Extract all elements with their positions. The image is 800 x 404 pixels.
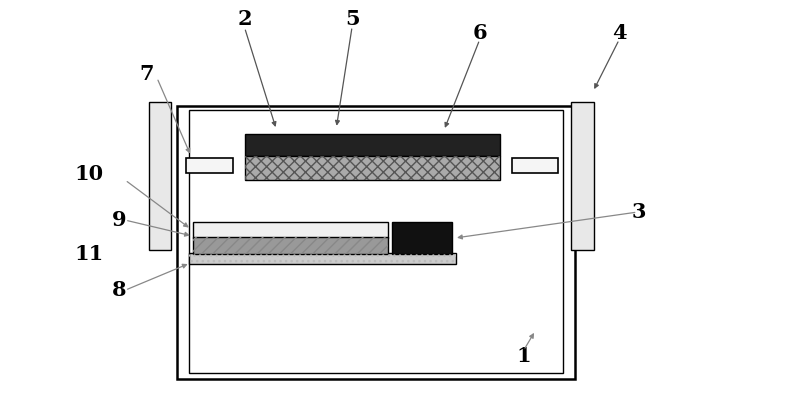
- Bar: [245, 134, 500, 156]
- Bar: [189, 253, 456, 264]
- Bar: [186, 158, 233, 173]
- Bar: [189, 253, 456, 264]
- Text: 4: 4: [612, 23, 626, 44]
- Bar: [193, 237, 388, 254]
- Text: 5: 5: [345, 9, 359, 29]
- Text: 7: 7: [139, 63, 154, 84]
- Text: 8: 8: [112, 280, 126, 300]
- Text: 11: 11: [74, 244, 104, 264]
- Text: 10: 10: [74, 164, 104, 184]
- Bar: [193, 222, 388, 238]
- Bar: [189, 110, 563, 372]
- Text: 9: 9: [112, 210, 126, 230]
- Bar: [245, 156, 500, 180]
- Bar: [512, 158, 558, 173]
- Bar: [392, 222, 452, 254]
- Text: 6: 6: [473, 23, 487, 44]
- Bar: [571, 102, 594, 250]
- Bar: [149, 102, 171, 250]
- Bar: [245, 156, 500, 180]
- Text: 3: 3: [632, 202, 646, 222]
- Text: 1: 1: [516, 347, 531, 366]
- Bar: [193, 237, 388, 254]
- Text: 2: 2: [238, 9, 252, 29]
- Bar: [177, 106, 575, 379]
